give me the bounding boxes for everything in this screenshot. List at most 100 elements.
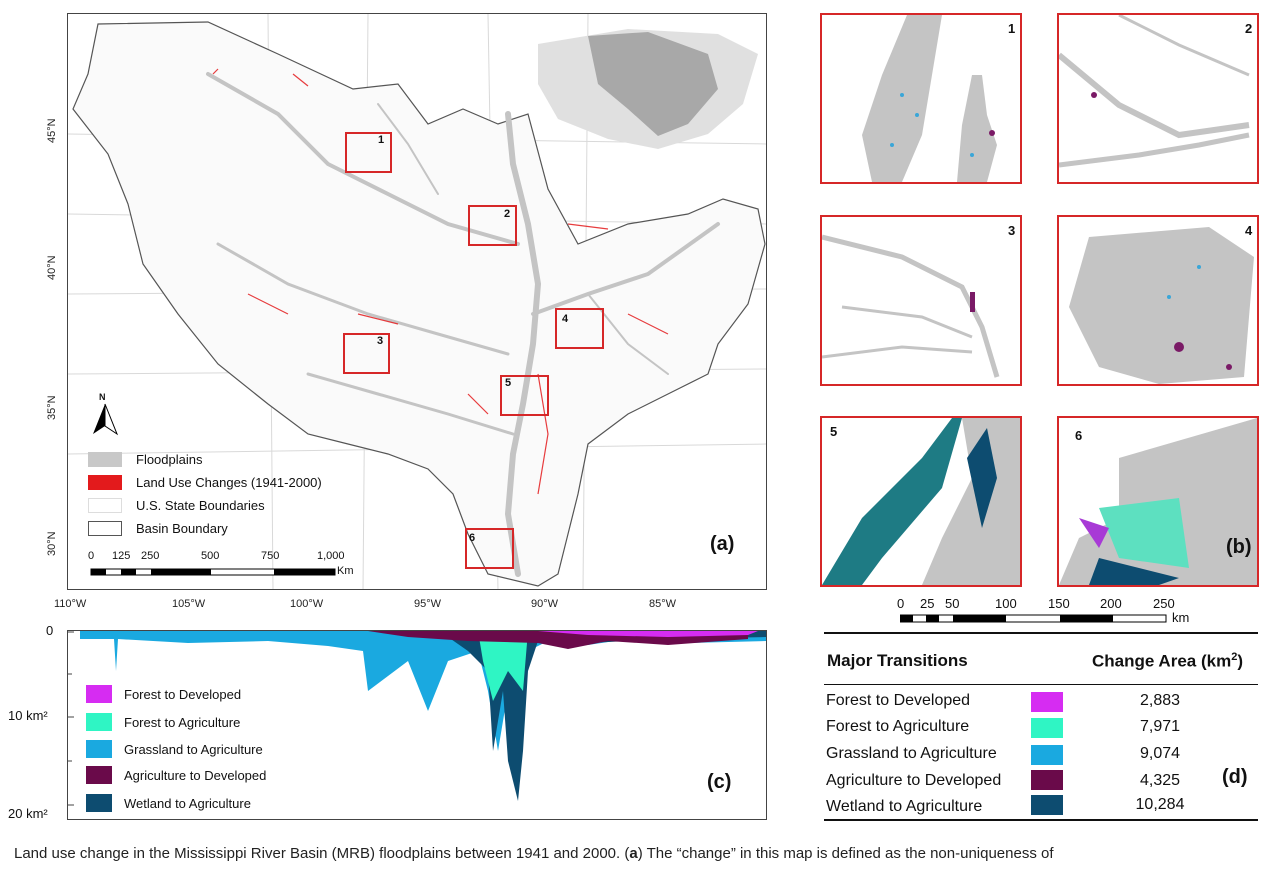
legend-label: Floodplains	[136, 452, 203, 467]
legend-label: Forest to Developed	[124, 686, 242, 702]
scale-a-tick: 250	[141, 550, 160, 562]
inset-3-graphic	[822, 234, 1000, 378]
scale-a-tick: 0	[88, 550, 95, 562]
table-row-value: 2,883	[1139, 692, 1181, 709]
legend-swatch	[88, 498, 122, 513]
inset-2: 2	[1057, 13, 1259, 184]
inset-5-graphic	[822, 418, 1020, 585]
legend-label: Agriculture to Developed	[124, 767, 267, 783]
caption-text-end: ) The “change” in this map is defined as…	[637, 845, 1054, 862]
scale-a-unit: Km	[337, 565, 354, 577]
table-row-value: 9,074	[1139, 745, 1181, 762]
legend-swatch	[88, 475, 122, 490]
box-label-2: 2	[504, 208, 511, 220]
caption-text: Land use change in the Mississippi River…	[14, 845, 630, 862]
inset-number: 1	[1008, 21, 1016, 36]
y-label-bottom: 20 km²	[8, 806, 48, 821]
table-row-label: Grassland to Agriculture	[826, 745, 997, 762]
inset-1: 1	[820, 13, 1022, 184]
lon-label: 95°W	[414, 598, 442, 610]
box-label-1: 1	[378, 134, 385, 146]
table-row-swatch	[1031, 745, 1063, 765]
inset-number: 2	[1245, 21, 1253, 36]
scale-b-tick: 250	[1153, 596, 1175, 611]
scale-b-tick: 0	[897, 596, 905, 611]
legend-label: Wetland to Agriculture	[124, 795, 251, 811]
lon-label: 100°W	[290, 598, 324, 610]
lat-label: 45°N	[46, 118, 58, 143]
lat-label: 35°N	[46, 395, 58, 420]
panel-c-tag: (c)	[707, 771, 732, 793]
table-row-swatch	[1031, 692, 1063, 712]
legend-swatch	[86, 713, 112, 731]
scale-b-tick: 200	[1100, 596, 1122, 611]
table-header-rule	[824, 684, 1258, 685]
basin-map	[67, 13, 767, 590]
legend-swatch	[88, 452, 122, 467]
c-legend-agriculture-developed: Agriculture to Developed	[86, 766, 266, 784]
legend-label: Grassland to Agriculture	[124, 741, 263, 757]
inset-2-graphic	[1059, 15, 1250, 168]
scale-a-tick: 750	[261, 550, 280, 562]
legend-swatch	[86, 794, 112, 812]
c-legend-grassland-agriculture: Grassland to Agriculture	[86, 740, 263, 758]
scale-b-tick: 25	[920, 596, 935, 611]
lon-label: 105°W	[172, 598, 206, 610]
scale-b-tick: 150	[1048, 596, 1070, 611]
inset-number: 4	[1245, 223, 1253, 238]
caption-bold: a	[629, 845, 638, 862]
table-row-value: 7,971	[1139, 718, 1181, 735]
inset-5: 5	[820, 416, 1022, 587]
legend-swatch	[86, 685, 112, 703]
legend-land-use-changes: Land Use Changes (1941-2000)	[88, 475, 322, 490]
table-row-label: Wetland to Agriculture	[826, 798, 983, 815]
inset-4-graphic	[1069, 227, 1254, 384]
table-row-label: Agriculture to Developed	[826, 772, 1002, 789]
box-label-6: 6	[469, 532, 476, 544]
box-label-5: 5	[505, 377, 512, 389]
table-row-swatch	[1031, 795, 1063, 815]
table-row-value: 10,284	[1135, 796, 1185, 813]
c-legend-wetland-agriculture: Wetland to Agriculture	[86, 794, 251, 812]
table-row-swatch	[1031, 718, 1063, 738]
inset-4: 4	[1057, 215, 1259, 386]
table-row-swatch	[1031, 770, 1063, 790]
legend-label: Forest to Agriculture	[124, 714, 241, 730]
panel-a-tag: (a)	[710, 533, 735, 555]
inset-3: 3	[820, 215, 1022, 386]
basin-boundary	[72, 21, 766, 587]
legend-swatch	[86, 740, 112, 758]
legend-label: Land Use Changes (1941-2000)	[136, 475, 322, 490]
legend-state-boundaries: U.S. State Boundaries	[88, 498, 265, 513]
scale-b-tick: 50	[945, 596, 960, 611]
inset-6-graphic	[1059, 418, 1257, 585]
us-locator-inset	[538, 29, 758, 149]
table-header-area: Change Area (km2)	[1092, 651, 1243, 672]
legend-swatch	[88, 521, 122, 536]
c-legend-forest-developed: Forest to Developed	[86, 685, 241, 703]
scale-a-tick: 125	[112, 550, 131, 562]
scale-bar-a	[90, 568, 336, 576]
lon-label: 90°W	[531, 598, 559, 610]
table-row-label: Forest to Agriculture	[826, 718, 970, 735]
legend-basin-boundary: Basin Boundary	[88, 521, 228, 536]
panel-d-tag: (d)	[1222, 766, 1248, 788]
lat-label: 30°N	[46, 531, 58, 556]
inset-number: 6	[1075, 428, 1083, 443]
scale-bar-b	[900, 614, 1167, 623]
c-legend-forest-agriculture: Forest to Agriculture	[86, 713, 240, 731]
transition-profile-chart	[67, 630, 767, 820]
panel-b-tag: (b)	[1226, 536, 1252, 558]
scale-a-tick: 500	[201, 550, 220, 562]
y-label-top: 0	[46, 623, 54, 638]
lon-label: 110°W	[54, 598, 87, 610]
legend-floodplains: Floodplains	[88, 452, 203, 467]
table-bottom-rule	[824, 819, 1258, 821]
inset-1-graphic	[862, 15, 997, 182]
study-area-boxes	[343, 132, 604, 569]
box-label-4: 4	[562, 313, 569, 325]
north-label: N	[99, 392, 106, 402]
figure-caption: Land use change in the Mississippi River…	[14, 845, 1054, 862]
box-label-3: 3	[377, 335, 384, 347]
transition-profile-graphic	[68, 631, 766, 806]
